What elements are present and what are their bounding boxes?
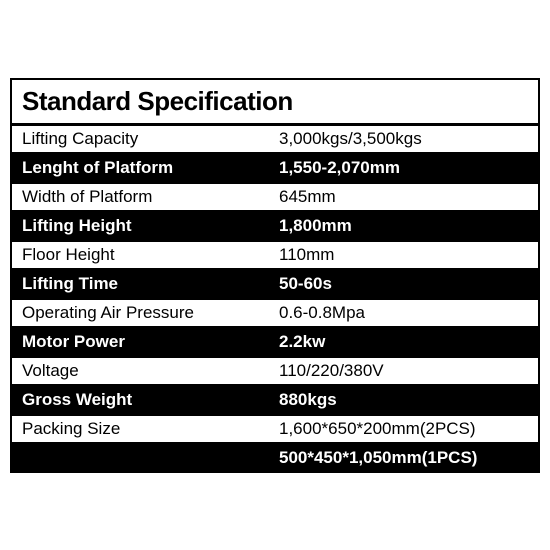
spec-value: 880kgs	[275, 387, 538, 413]
spec-label: Lifting Height	[12, 213, 275, 239]
table-row: Packing Size 1,600*650*200mm(2PCS)	[12, 413, 538, 442]
spec-value: 1,800mm	[275, 213, 538, 239]
table-title: Standard Specification	[12, 80, 538, 123]
table-row: Width of Platform 645mm	[12, 181, 538, 210]
table-row: Gross Weight 880kgs	[12, 384, 538, 413]
spec-value: 645mm	[275, 184, 538, 210]
spec-value: 0.6-0.8Mpa	[275, 300, 538, 326]
spec-value: 1,600*650*200mm(2PCS)	[275, 416, 538, 442]
spec-value: 110/220/380V	[275, 358, 538, 384]
table-row: Lifting Height 1,800mm	[12, 210, 538, 239]
table-row: Lifting Capacity 3,000kgs/3,500kgs	[12, 123, 538, 152]
spec-value: 2.2kw	[275, 329, 538, 355]
table-row: 500*450*1,050mm(1PCS)	[12, 442, 538, 471]
spec-label: Floor Height	[12, 242, 275, 268]
spec-value: 50-60s	[275, 271, 538, 297]
table-row: Lenght of Platform 1,550-2,070mm	[12, 152, 538, 181]
spec-label: Lifting Time	[12, 271, 275, 297]
table-row: Lifting Time 50-60s	[12, 268, 538, 297]
table-row: Motor Power 2.2kw	[12, 326, 538, 355]
spec-value: 1,550-2,070mm	[275, 155, 538, 181]
spec-label: Voltage	[12, 358, 275, 384]
spec-value: 110mm	[275, 242, 538, 268]
spec-label: Gross Weight	[12, 387, 275, 413]
spec-label: Operating Air Pressure	[12, 300, 275, 326]
spec-label: Lenght of Platform	[12, 155, 275, 181]
spec-label: Packing Size	[12, 416, 275, 442]
spec-label: Lifting Capacity	[12, 126, 275, 152]
spec-table: Standard Specification Lifting Capacity …	[10, 78, 540, 473]
table-row: Floor Height 110mm	[12, 239, 538, 268]
spec-label: Width of Platform	[12, 184, 275, 210]
table-row: Operating Air Pressure 0.6-0.8Mpa	[12, 297, 538, 326]
table-row: Voltage 110/220/380V	[12, 355, 538, 384]
spec-value: 3,000kgs/3,500kgs	[275, 126, 538, 152]
spec-label	[12, 445, 275, 471]
spec-value: 500*450*1,050mm(1PCS)	[275, 445, 538, 471]
spec-label: Motor Power	[12, 329, 275, 355]
